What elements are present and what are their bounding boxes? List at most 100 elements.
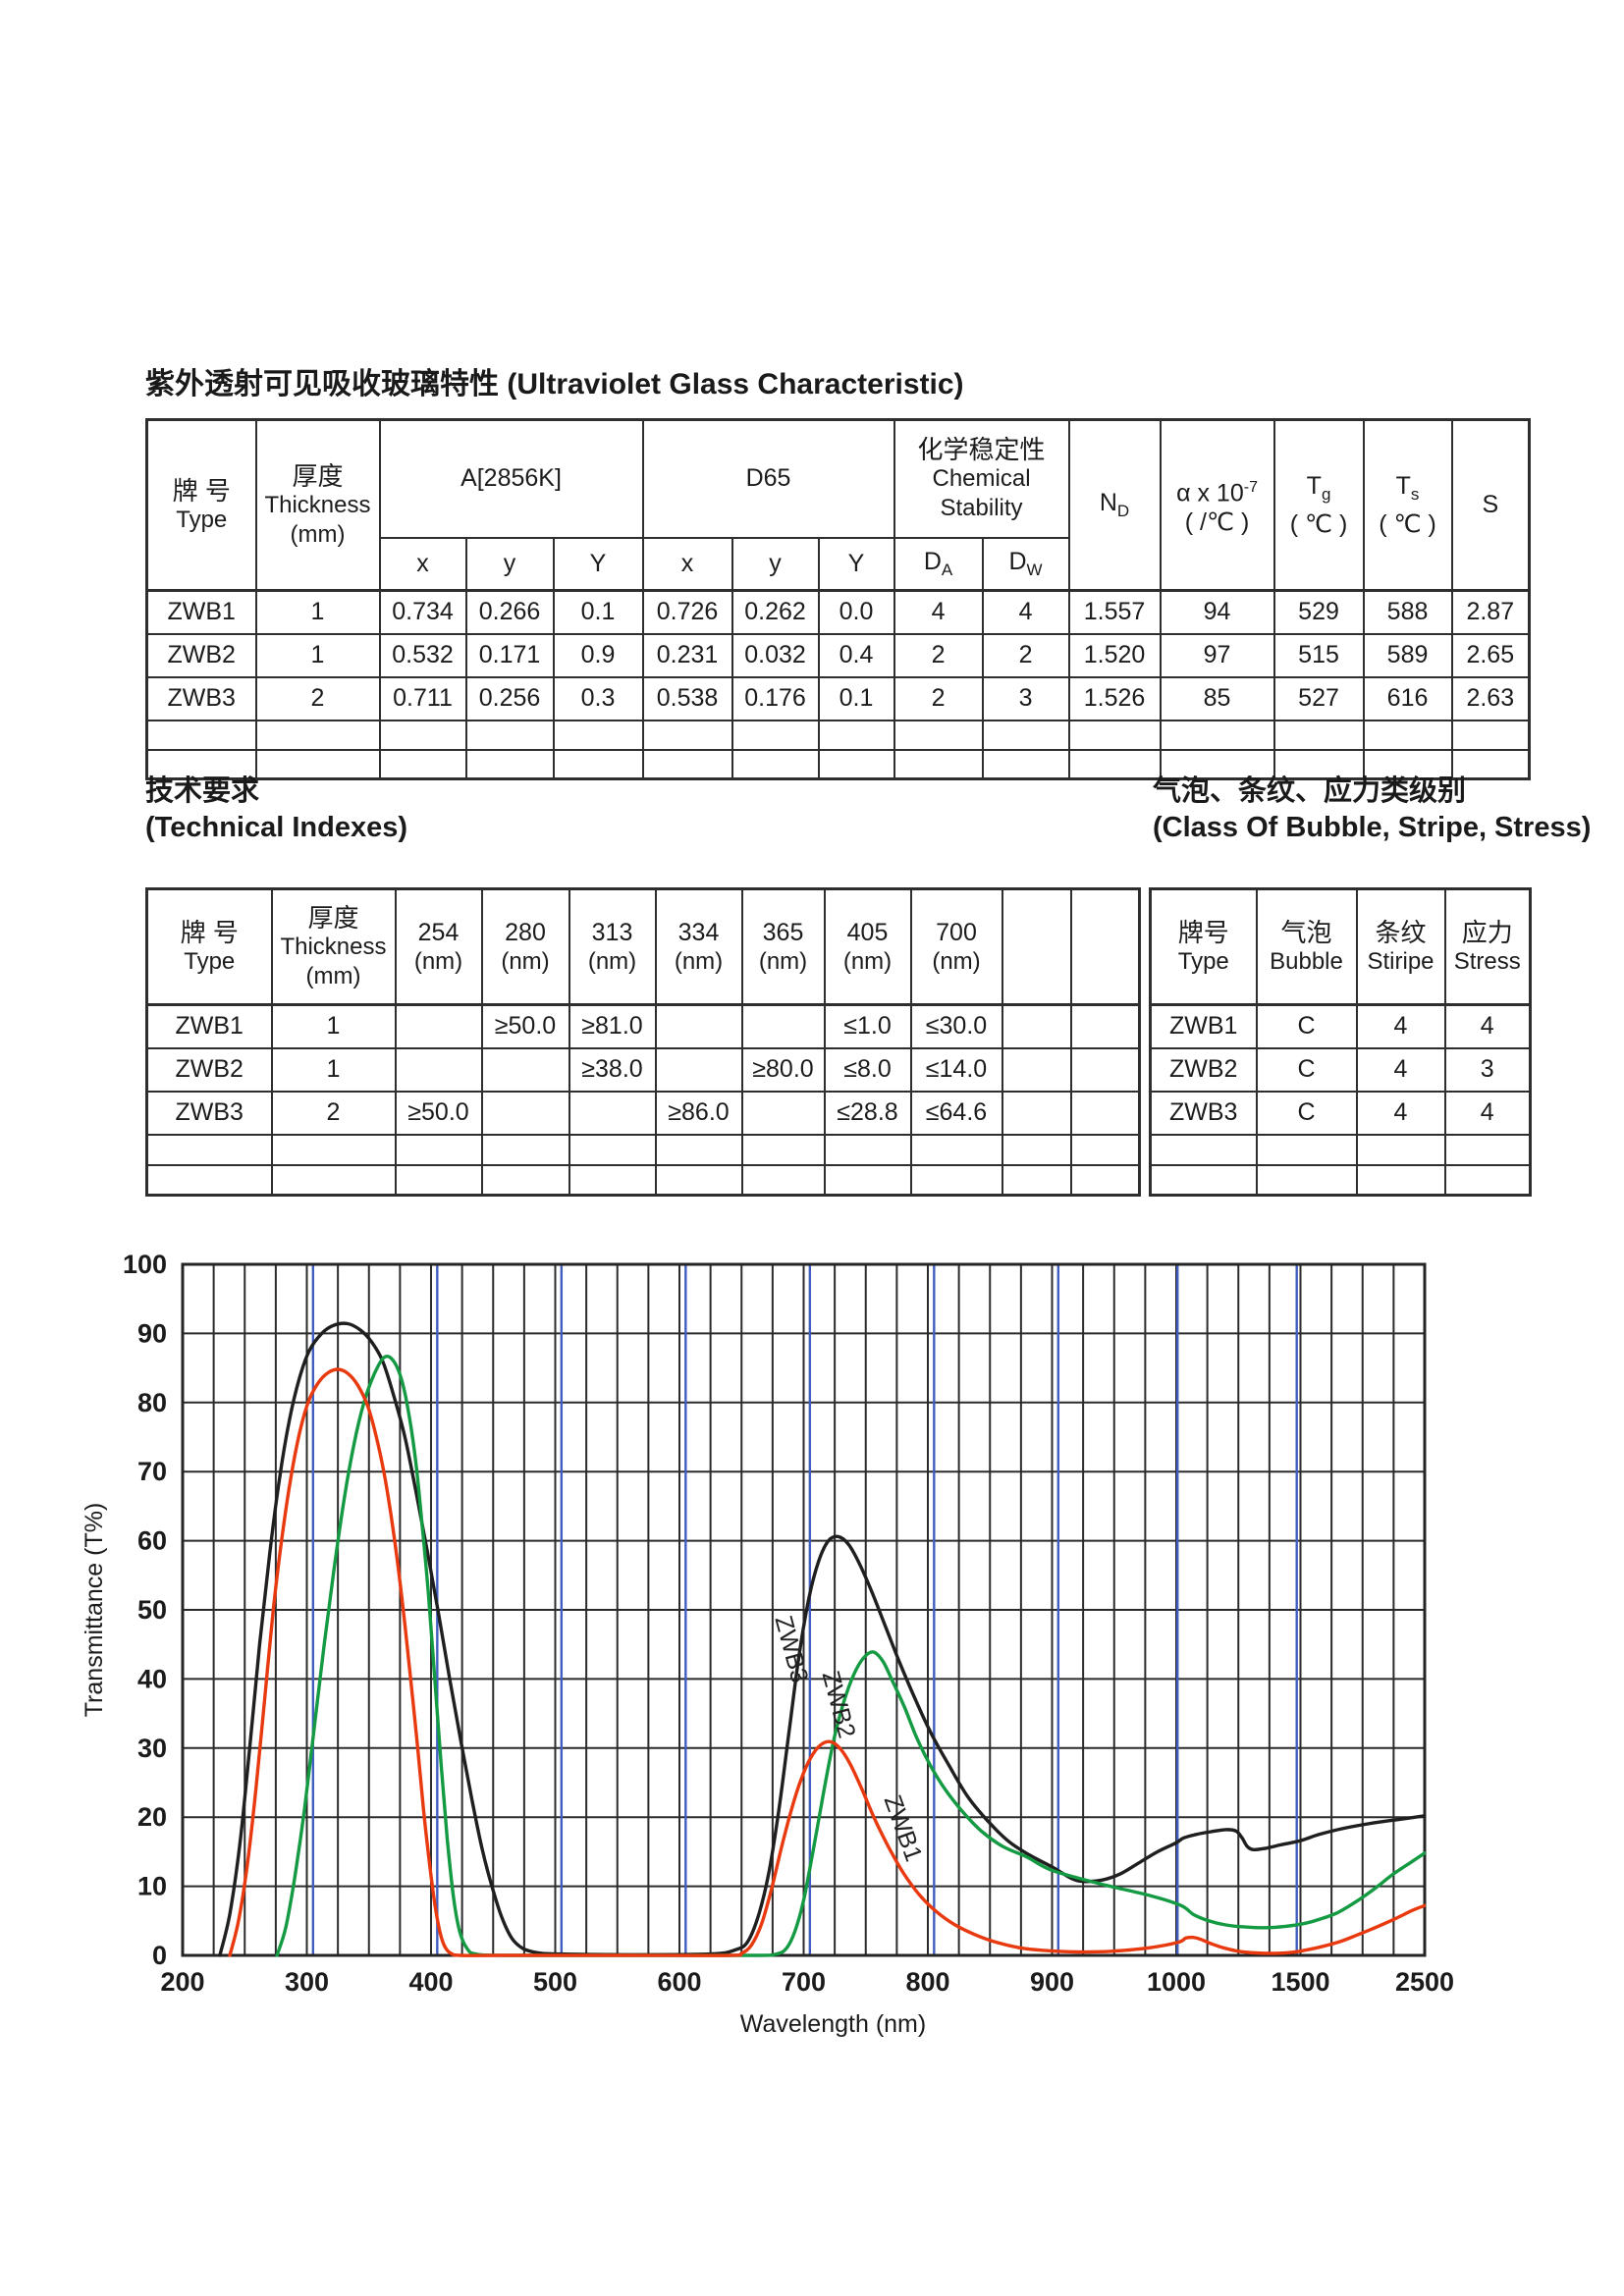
- table-cell: [1159, 748, 1275, 780]
- table-cell: [1362, 748, 1453, 780]
- page-title: 紫外透射可见吸收玻璃特性 (Ultraviolet Glass Characte…: [145, 368, 964, 400]
- table-cell: 2.87: [1450, 589, 1531, 635]
- table-cell: [1001, 1046, 1072, 1093]
- table-cell: [1001, 1003, 1072, 1049]
- table-cell: 0.1: [552, 589, 644, 635]
- table-cell: 97: [1159, 632, 1275, 678]
- col-header-type: 牌号 Type: [1149, 887, 1258, 1006]
- table-cell: [480, 1163, 570, 1197]
- table-cell: [1001, 1133, 1072, 1166]
- table-cell: ≤30.0: [909, 1003, 1003, 1049]
- table-cell: ZWB2: [145, 632, 257, 678]
- section-title-technical-indexes: 技术要求 (Technical Indexes): [145, 774, 407, 846]
- table-cell: ≥50.0: [394, 1090, 483, 1136]
- table-cell: ZWB2: [1149, 1046, 1258, 1093]
- table-cell: [394, 1133, 483, 1166]
- x-tick-label: 800: [905, 1967, 949, 1997]
- table-cell: [464, 719, 555, 751]
- table-cell: ≤28.8: [823, 1090, 912, 1136]
- table-cell: [254, 719, 381, 751]
- table-cell: 4: [1443, 1003, 1532, 1049]
- y-tick-label: 80: [137, 1388, 167, 1417]
- table-row: ZWB3 2 ≥50.0 ≥86.0 ≤28.8 ≤64.6: [145, 1090, 1141, 1136]
- y-tick-label: 20: [137, 1802, 167, 1832]
- table-cell: [464, 748, 555, 780]
- table-cell: [740, 1163, 826, 1197]
- table-cell: [654, 1133, 743, 1166]
- table-cell: 2: [893, 675, 984, 721]
- x-tick-label: 600: [657, 1967, 701, 1997]
- table-cell: ZWB3: [145, 675, 257, 721]
- table-row: ZWB1 1 0.734 0.266 0.1 0.726 0.262 0.0 4 4 1.557 94…: [145, 589, 1531, 635]
- table-cell: [654, 1003, 743, 1049]
- table-row: [145, 1163, 1141, 1197]
- table-cell: [254, 748, 381, 780]
- col-header-d65-Y: Y: [817, 536, 895, 592]
- col-header-empty: [1001, 887, 1072, 1006]
- table-cell: [1069, 1090, 1141, 1136]
- table-cell: ≤64.6: [909, 1090, 1003, 1136]
- technical-indexes-table: 牌 号 Type 厚度 Thickness (mm) 254 (nm) 280 (nm) …: [145, 887, 1141, 1197]
- table-cell: [480, 1133, 570, 1166]
- table-cell: [740, 1090, 826, 1136]
- x-tick-label: 500: [533, 1967, 577, 1997]
- table-cell: ZWB1: [145, 589, 257, 635]
- table-cell: 1: [254, 589, 381, 635]
- table-cell: [893, 719, 984, 751]
- table-cell: [1067, 748, 1162, 780]
- table-cell: ≤1.0: [823, 1003, 912, 1049]
- table-cell: [909, 1163, 1003, 1197]
- table-cell: 2: [981, 632, 1070, 678]
- x-tick-label: 1500: [1271, 1967, 1329, 1997]
- table-row: [145, 1133, 1141, 1166]
- table-row: ZWB1 C 4 4: [1149, 1003, 1532, 1049]
- table-cell: 0.171: [464, 632, 555, 678]
- table-cell: [823, 1163, 912, 1197]
- x-tick-label: 2500: [1395, 1967, 1454, 1997]
- x-axis-title: Wavelength (nm): [740, 2010, 926, 2038]
- table-cell: [1149, 1163, 1258, 1197]
- table-cell: 2: [270, 1090, 397, 1136]
- table-cell: [145, 719, 257, 751]
- table-cell: [552, 719, 644, 751]
- table-cell: ≤14.0: [909, 1046, 1003, 1093]
- table-cell: 94: [1159, 589, 1275, 635]
- y-tick-label: 40: [137, 1664, 167, 1693]
- table-cell: 0.231: [641, 632, 733, 678]
- table-cell: 515: [1272, 632, 1365, 678]
- col-header-alpha: α x 10-7( /℃ ): [1159, 418, 1275, 592]
- col-header-da: DA: [893, 536, 984, 592]
- table-cell: 0.4: [817, 632, 895, 678]
- table-cell: 0.532: [378, 632, 467, 678]
- table-cell: [1001, 1163, 1072, 1197]
- table-cell: [909, 1133, 1003, 1166]
- table-cell: [740, 1133, 826, 1166]
- table-cell: [1069, 1163, 1141, 1197]
- table-row: ZWB3 2 0.711 0.256 0.3 0.538 0.176 0.1 2 3 1.526 85…: [145, 675, 1531, 721]
- table-cell: 4: [1355, 1090, 1446, 1136]
- col-header-bubble: 气泡 Bubble: [1255, 887, 1358, 1006]
- table-cell: [1069, 1003, 1141, 1049]
- table-cell: 616: [1362, 675, 1453, 721]
- col-header-s: S: [1450, 418, 1531, 592]
- table-cell: [1355, 1133, 1446, 1166]
- table-cell: 0.711: [378, 675, 467, 721]
- table-cell: 0.262: [731, 589, 820, 635]
- table-cell: [1069, 1046, 1141, 1093]
- table-cell: 0.256: [464, 675, 555, 721]
- table-row: [1149, 1163, 1532, 1197]
- col-header-a2856k: A[2856K]: [378, 418, 644, 539]
- table-cell: 0.538: [641, 675, 733, 721]
- curve-label-zwb3: ZWB3: [769, 1613, 813, 1685]
- y-tick-label: 90: [137, 1318, 167, 1348]
- x-tick-label: 900: [1030, 1967, 1074, 1997]
- table-cell: 1: [254, 632, 381, 678]
- curve-zwb1: [228, 1367, 1426, 1957]
- table-cell: [1159, 719, 1275, 751]
- col-header-405nm: 405 (nm): [823, 887, 912, 1006]
- col-header-334nm: 334 (nm): [654, 887, 743, 1006]
- table-cell: [654, 1046, 743, 1093]
- table-cell: [1355, 1163, 1446, 1197]
- table-cell: 4: [981, 589, 1070, 635]
- table-cell: ZWB1: [145, 1003, 273, 1049]
